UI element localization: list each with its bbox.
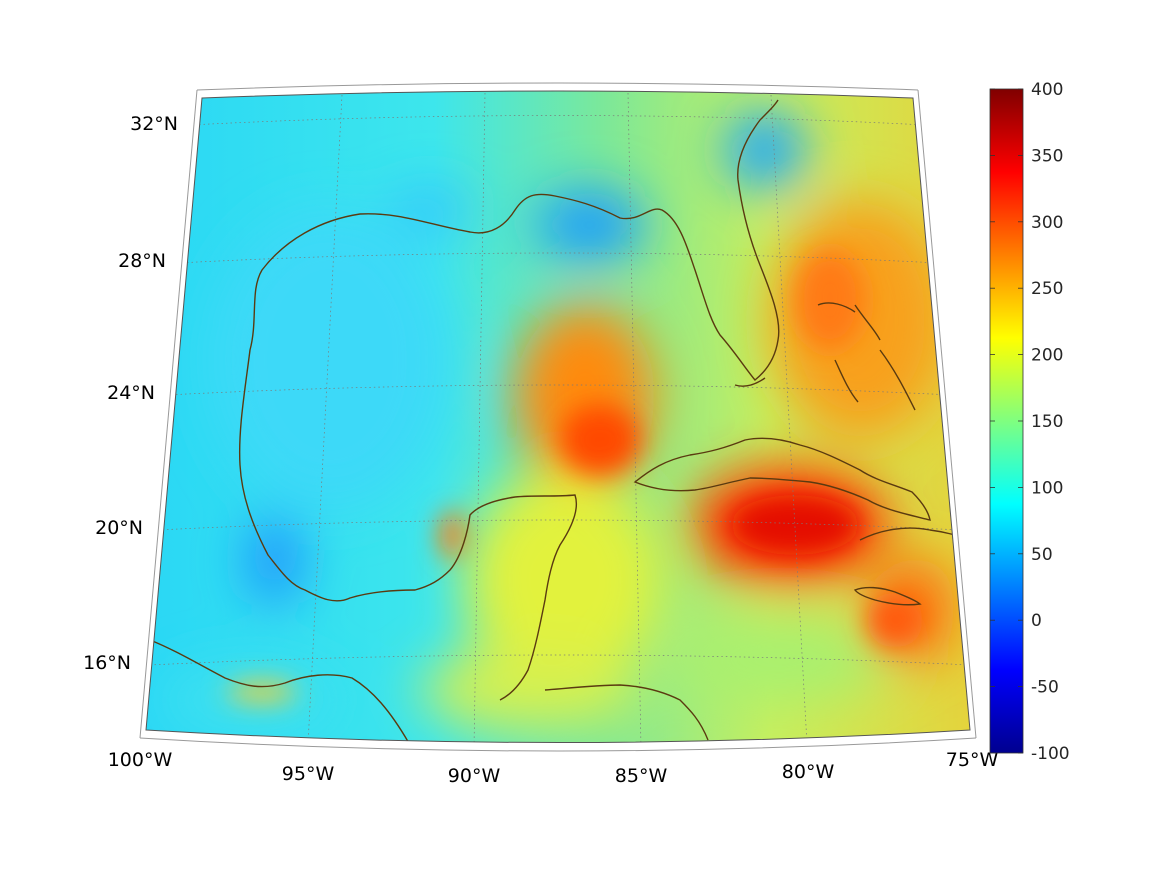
gulf-coastline: [238, 99, 780, 466]
mexico-coastline: [239, 464, 577, 701]
central-america-coast: [544, 684, 709, 741]
colorbar-label: -100: [1031, 744, 1070, 764]
field-blob-caribbean: [670, 620, 890, 700]
colorbar-label: 350: [1031, 146, 1063, 166]
map-frame: [139, 82, 977, 752]
longitude-labels: 100°W 95°W 90°W 85°W 80°W 75°W: [108, 749, 999, 787]
colorbar-label: 200: [1031, 346, 1063, 366]
colorbar-label: 0: [1031, 611, 1042, 631]
pacific-coastline: [149, 639, 411, 743]
colorbar-label: 50: [1031, 545, 1053, 565]
lon-label-95: 95°W: [282, 763, 335, 785]
lon-label-100: 100°W: [108, 749, 173, 771]
bahamas-islands: [817, 302, 916, 411]
field-blob-cuba-core: [730, 495, 860, 555]
colorbar-ramp: [989, 88, 1024, 754]
lat-label-28: 28°N: [118, 250, 166, 272]
field-blob-west-gulf: [210, 210, 450, 510]
lat-label-32: 32°N: [130, 113, 178, 135]
colorbar-label: 400: [1031, 80, 1063, 100]
lon-label-80: 80°W: [782, 761, 835, 783]
coastlines: [149, 99, 966, 743]
cuba-island: [633, 437, 931, 521]
jamaica-island: [853, 586, 922, 606]
colorbar-label: 150: [1031, 412, 1063, 432]
florida-keys: [734, 377, 766, 387]
data-field: [146, 91, 970, 743]
colorbar-label: -50: [1031, 678, 1059, 698]
lon-label-85: 85°W: [615, 765, 668, 787]
lat-label-20: 20°N: [95, 517, 143, 539]
field-blob-campeche: [440, 511, 464, 559]
field-blob-hispaniola-s: [867, 592, 923, 648]
colorbar-label: 100: [1031, 478, 1063, 498]
graticule: [146, 92, 970, 743]
field-blob-yucatan: [465, 470, 665, 690]
lon-label-75: 75°W: [946, 749, 999, 771]
colorbar-label: 250: [1031, 279, 1063, 299]
latitude-labels: 32°N 28°N 24°N 20°N 16°N: [83, 113, 178, 674]
colorbar-ticks: [990, 88, 1023, 754]
colorbar-labels: 400 350 300 250 200 150 100 50 0 -50 -100: [1031, 80, 1070, 764]
field-blob-tehuantepec: [227, 682, 297, 702]
lat-label-16: 16°N: [83, 652, 131, 674]
field-blob-low-mex: [250, 515, 300, 605]
field-blob-central-core: [560, 405, 640, 475]
field-blob-low-ne-florida: [725, 110, 805, 190]
field-blob-low-tx: [390, 190, 470, 230]
colorbar-label: 300: [1031, 213, 1063, 233]
field-blob-bahamas: [795, 250, 865, 350]
lat-label-24: 24°N: [107, 382, 155, 404]
colorbar: 400 350 300 250 200 150 100 50 0 -50 -100: [989, 80, 1070, 764]
lon-label-90: 90°W: [448, 765, 501, 787]
field-blob-low-north-gulf: [535, 190, 645, 260]
